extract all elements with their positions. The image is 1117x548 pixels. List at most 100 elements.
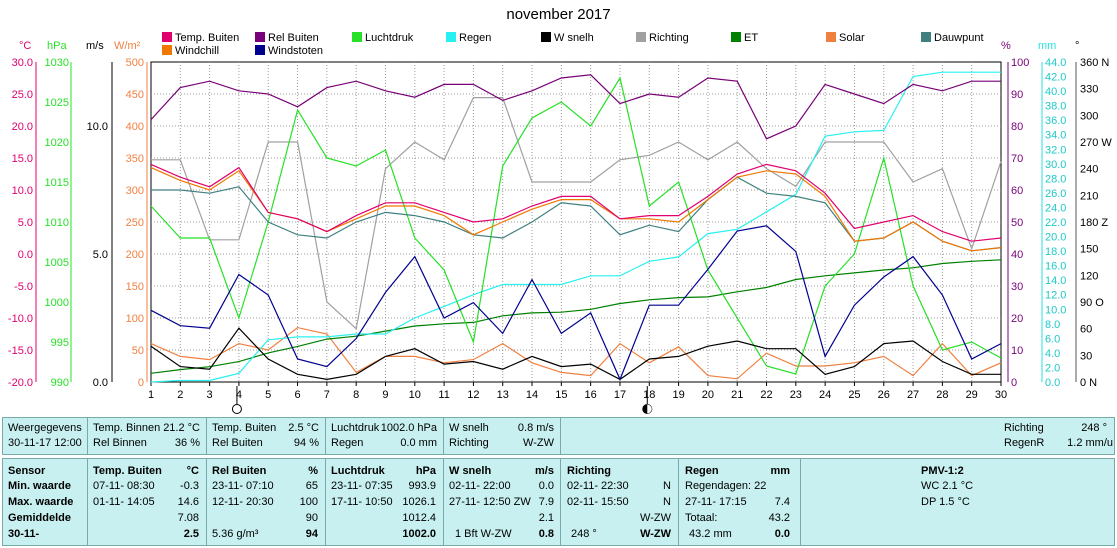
- tick-label-hpa: 1000: [45, 297, 69, 309]
- x-tick-label: 3: [207, 389, 213, 401]
- series-line-windstoten: [150, 225, 1002, 381]
- label-regen: Regen: [331, 437, 364, 449]
- tick-label-hpa: 1005: [45, 257, 69, 269]
- x-tick-label: 14: [526, 389, 538, 401]
- stats-rel-max: 100: [299, 496, 318, 508]
- tick-label-degrees: 240: [1080, 164, 1098, 176]
- tick-label-wm2: 150: [126, 281, 144, 293]
- tick-label-pct: 80: [1011, 121, 1023, 133]
- x-tick-label: 1: [148, 389, 154, 401]
- stats-row-avg: Gemiddelde: [8, 512, 71, 524]
- tick-label-pct: 40: [1011, 249, 1023, 261]
- legend-swatch: [826, 32, 836, 42]
- stats-druk-min-time: 23-11- 07:35: [331, 480, 393, 492]
- stats-rel-today: 94: [305, 528, 318, 540]
- tick-label-degrees: 330: [1080, 84, 1098, 96]
- stats-rel-min-time: 23-11- 07:10: [212, 480, 274, 492]
- value-luchtdruk: 1002.0 hPa: [380, 422, 437, 434]
- series-line-regen: [150, 71, 1001, 383]
- x-tick-label: 4: [236, 389, 242, 401]
- stats-richting-max: N: [663, 496, 671, 508]
- stats-wind-min: 0.0: [538, 480, 554, 492]
- tick-label-mm: 42.0: [1045, 72, 1066, 84]
- tick-label-mm: 4.0: [1045, 348, 1060, 360]
- stats-druk-head: Luchtdruk: [331, 465, 385, 477]
- stats-wind-min-time: 02-11- 22:00: [449, 480, 511, 492]
- label-temp-buiten: Temp. Buiten: [212, 422, 277, 434]
- stats-druk-avg: 1012.4: [402, 512, 436, 524]
- value-rel-binnen: 36 %: [174, 437, 200, 449]
- tick-label-celsius: 20.0: [12, 121, 33, 133]
- tick-label-hpa: 1020: [45, 137, 69, 149]
- value-richting-deg: 248 °: [1081, 422, 1107, 434]
- stats-row-max: Max. waarde: [8, 496, 74, 508]
- stats-druk-min: 993.9: [408, 480, 436, 492]
- unit-celsius: °C: [19, 40, 32, 52]
- label-rel-buiten: Rel Buiten: [212, 437, 263, 449]
- stats-wind-today: 0.8: [538, 528, 554, 540]
- x-tick-label: 6: [294, 389, 300, 401]
- legend-swatch: [162, 45, 172, 55]
- stats-druk-unit: hPa: [415, 465, 436, 477]
- x-tick-label: 11: [438, 389, 449, 401]
- stats-temp-max: 14.6: [177, 496, 199, 508]
- legend-label: Temp. Buiten: [175, 32, 240, 44]
- tick-label-wm2: 300: [126, 185, 144, 197]
- new-moon-icon-highlight: [647, 404, 652, 414]
- legend-label: Windstoten: [268, 45, 324, 57]
- stats-richting-min-time: 02-11- 22:30: [567, 480, 629, 492]
- x-tick-label: 26: [878, 389, 890, 401]
- x-tick-label: 27: [907, 389, 919, 401]
- stats-pmv-dp: DP 1.5 °C: [921, 496, 970, 508]
- series-line-temp-buiten: [150, 163, 1002, 242]
- tick-label-mm: 2.0: [1045, 362, 1060, 374]
- label-richting-deg: Richting: [1004, 422, 1044, 434]
- tick-label-degrees: 150: [1080, 244, 1098, 256]
- stats-druk-max-time: 17-11- 10:50: [331, 496, 393, 508]
- x-tick-label: 2: [177, 389, 183, 401]
- legend-swatch: [352, 32, 362, 42]
- legend-swatch: [636, 32, 646, 42]
- tick-label-celsius: -5.0: [14, 281, 33, 293]
- tick-label-mm: 22.0: [1045, 217, 1066, 229]
- stats-rel-max-time: 12-11- 20:30: [212, 496, 274, 508]
- value-regenr: 1.2 mm/u: [1067, 437, 1113, 449]
- tick-label-mm: 26.0: [1045, 188, 1066, 200]
- stats-regen-head: Regen: [685, 465, 719, 477]
- x-tick-label: 22: [760, 389, 772, 401]
- legend-swatch: [255, 45, 265, 55]
- chart-title: november 2017: [506, 6, 611, 23]
- tick-label-pct: 0: [1011, 377, 1017, 389]
- stats-sensor-head: Sensor: [8, 465, 46, 477]
- x-tick-label: 20: [702, 389, 714, 401]
- x-tick-label: 24: [819, 389, 831, 401]
- x-tick-label: 7: [324, 389, 330, 401]
- legend-item-windstoten: Windstoten: [255, 45, 323, 57]
- stats-rel-head: Rel Buiten: [212, 465, 267, 477]
- tick-label-pct: 100: [1011, 57, 1029, 69]
- stats-richting-min: N: [663, 480, 671, 492]
- value-wsnelh: 0.8 m/s: [517, 422, 554, 434]
- tick-label-mm: 8.0: [1045, 319, 1060, 331]
- stats-temp-max-time: 01-11- 14:05: [93, 496, 155, 508]
- stats-pmv-head: PMV-1:2: [921, 465, 964, 477]
- label-rel-binnen: Rel Binnen: [93, 437, 147, 449]
- tick-label-hpa: 1010: [45, 217, 69, 229]
- unit-degrees: °: [1075, 40, 1080, 52]
- stats-regen-total-label: Totaal:: [685, 512, 718, 524]
- label-regenr: RegenR: [1004, 437, 1045, 449]
- tick-label-pct: 50: [1011, 217, 1023, 229]
- stats-richting-avg: W-ZW: [640, 512, 671, 524]
- tick-label-hpa: 990: [51, 377, 69, 389]
- tick-label-mm: 32.0: [1045, 144, 1066, 156]
- plot-area: [150, 61, 1002, 383]
- tick-label-degrees: 360 N: [1080, 57, 1109, 69]
- stats-pmv-wc: WC 2.1 °C: [921, 480, 974, 492]
- tick-label-mm: 18.0: [1045, 246, 1066, 258]
- tick-label-degrees: 300: [1080, 110, 1098, 122]
- current-panel: Weergegevens 30-11-17 12:00 Temp. Binnen…: [2, 417, 1115, 455]
- tick-label-mm: 20.0: [1045, 232, 1066, 244]
- label-luchtdruk: Luchtdruk: [331, 422, 380, 434]
- tick-label-mm: 16.0: [1045, 261, 1066, 273]
- stats-temp-avg: 7.08: [177, 512, 199, 524]
